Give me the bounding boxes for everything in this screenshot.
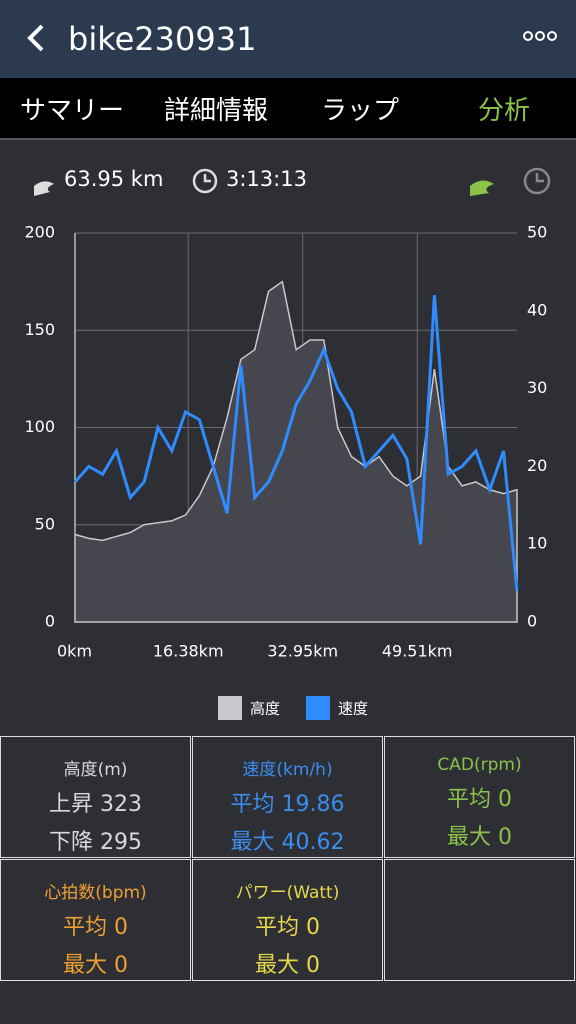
y2-tick-label: 40 [527, 300, 547, 319]
header: bike230931 [0, 0, 576, 78]
stat-value: 下降 295 [49, 830, 142, 855]
time: 3:13:13 [226, 167, 307, 191]
more-button[interactable] [520, 26, 560, 46]
stat-value: 最大 0 [447, 825, 512, 850]
stat-value: 最大 0 [63, 953, 128, 978]
y-tick-label: 0 [45, 612, 55, 631]
stat-value: 平均 0 [447, 787, 512, 812]
legend-label: 高度 [250, 700, 280, 718]
x-tick-label: 32.95km [267, 642, 338, 661]
tab[interactable]: ラップ [320, 96, 399, 126]
stat-title: CAD(rpm) [437, 755, 522, 775]
stat-title: 速度(km/h) [242, 760, 333, 780]
x-tick-label: 0km [57, 642, 92, 661]
stat-cell: 心拍数(bpm) 平均 0 最大 0 [0, 859, 191, 981]
y-tick-label: 50 [35, 514, 55, 533]
title: bike230931 [68, 20, 257, 58]
stat-cell: パワー(Watt) 平均 0 最大 0 [192, 859, 383, 981]
legend-swatch [218, 696, 242, 720]
stat-value: 最大 40.62 [230, 830, 345, 855]
x-tick-label: 49.51km [382, 642, 453, 661]
tab[interactable]: サマリー [19, 96, 124, 126]
stat-title: パワー(Watt) [235, 883, 340, 903]
tab[interactable]: 分析 [477, 96, 530, 126]
tab[interactable]: 詳細情報 [163, 96, 268, 126]
elevation-area [74, 280, 518, 623]
y2-tick-label: 50 [527, 223, 547, 242]
legend-label: 速度 [338, 700, 368, 718]
speed-line [73, 295, 519, 592]
stat-cell: 高度(m) 上昇 323 下降 295 [0, 736, 191, 858]
distance-mode-button[interactable] [470, 180, 494, 196]
distance: 63.95 km [64, 167, 163, 191]
stat-value: 上昇 323 [49, 792, 142, 817]
stat-value: 平均 0 [63, 915, 128, 940]
y-tick-label: 200 [24, 223, 55, 242]
stat-cell: CAD(rpm) 平均 0 最大 0 [384, 736, 575, 858]
x-tick-label: 16.38km [153, 642, 224, 661]
chart: 63.95 km 3:13:13 0 50 100 150 200 0 10 20 30 40 50… [24, 167, 551, 720]
stat-cell: 速度(km/h) 平均 19.86 最大 40.62 [192, 736, 383, 858]
stats-grid: 高度(m) 上昇 323 下降 295 速度(km/h) 平均 19.86 最大 40.6… [0, 736, 576, 982]
time-mode-button[interactable] [523, 167, 551, 195]
y-tick-label: 100 [24, 417, 55, 436]
stat-title: 心拍数(bpm) [44, 883, 147, 903]
tab-bar: サマリー 詳細情報 ラップ 分析 [0, 78, 576, 140]
distance-icon [34, 181, 54, 196]
y2-tick-label: 0 [527, 612, 537, 631]
stat-title: 高度(m) [63, 760, 128, 780]
y2-tick-label: 10 [527, 534, 547, 553]
stat-value: 最大 0 [255, 953, 320, 978]
back-button[interactable] [24, 22, 48, 54]
stat-cell [384, 859, 575, 981]
stat-value: 平均 19.86 [230, 792, 345, 817]
y-tick-label: 150 [24, 320, 55, 339]
y2-tick-label: 20 [527, 456, 547, 475]
stat-value: 平均 0 [255, 915, 320, 940]
clock-icon [192, 168, 218, 194]
legend-swatch [306, 696, 330, 720]
y2-tick-label: 30 [527, 378, 547, 397]
